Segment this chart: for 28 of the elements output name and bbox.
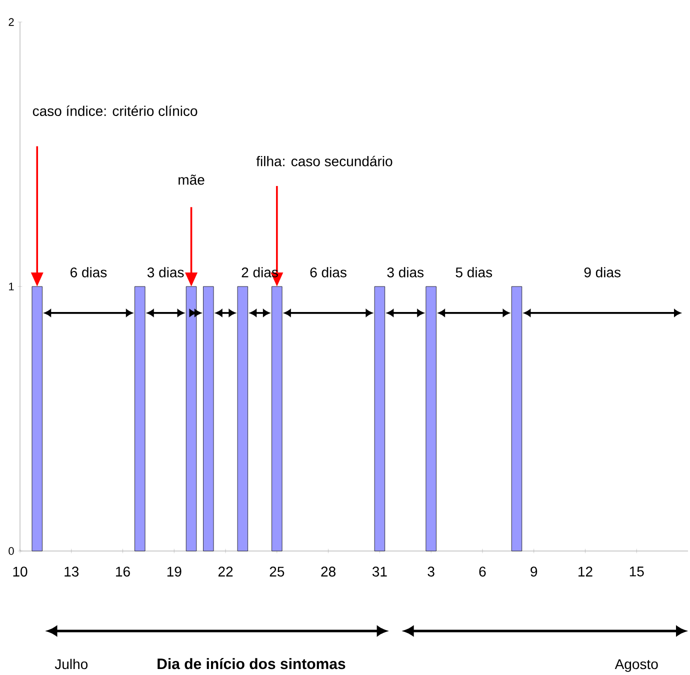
x-tick-label: 9	[530, 566, 538, 577]
annotation: 9 dias	[584, 267, 621, 278]
text: Julho	[54, 658, 88, 670]
y-tick-label: 0	[8, 547, 14, 555]
text: Agosto	[614, 659, 658, 672]
y-tick-label: 1	[9, 282, 14, 290]
annotation: caso índice: critério clínico	[32, 106, 198, 116]
x-tick-label: 22	[218, 566, 233, 576]
annotation: mãe	[178, 174, 204, 185]
x-tick-label: 19	[167, 566, 182, 577]
annotation: 3 dias	[387, 267, 424, 278]
x-tick-label: 10	[13, 566, 28, 577]
x-tick-label: 15	[630, 566, 644, 576]
text: Dia de início dos sintomas	[158, 658, 346, 670]
x-tick-label: 25	[270, 566, 284, 577]
y-tick-label: 2	[8, 18, 14, 26]
x-tick-label: 28	[321, 566, 336, 577]
x-tick-label: 16	[116, 566, 130, 577]
annotation: 5 dias	[456, 267, 492, 278]
annotation: 3 dias	[147, 267, 184, 278]
x-tick-label: 6	[479, 566, 486, 577]
annotation: 6 dias	[310, 267, 346, 278]
annotation: filha: caso secundário	[256, 156, 392, 166]
x-tick-label: 31	[372, 566, 387, 577]
x-tick-label: 12	[578, 566, 592, 576]
x-tick-label: 3	[428, 566, 434, 577]
annotation: 6 dias	[70, 267, 107, 278]
x-tick-label: 13	[64, 566, 79, 577]
